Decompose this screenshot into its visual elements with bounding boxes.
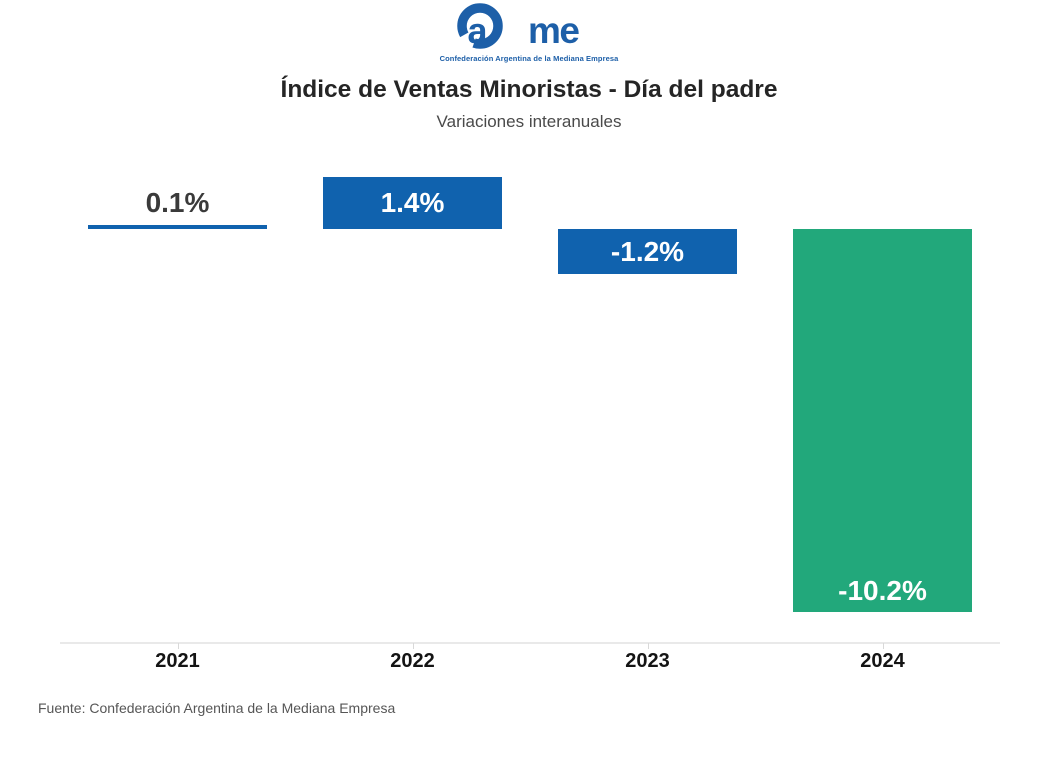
chart-title: Índice de Ventas Minoristas - Día del pa… [280,76,778,103]
chart-subtitle: Variaciones interanuales [436,112,622,131]
bar-2021 [88,225,267,229]
came-logo-c-icon [457,3,503,49]
x-axis-line [60,642,1000,644]
x-axis-tick [177,643,179,649]
came-logo-me: me [528,10,580,51]
bar-value-label: 1.4% [380,186,445,218]
logo-tagline: Confederación Argentina de la Mediana Em… [439,54,619,63]
x-axis-tick [412,643,414,649]
x-axis-tick [647,643,649,649]
plot-area: 0.1% 1.4% -1.2% -10.2% [60,160,1000,650]
x-axis-label-2023: 2023 [625,650,670,672]
bar-2024: -10.2% [793,229,972,612]
x-axis-label-2022: 2022 [390,650,435,672]
x-axis-tick [882,643,884,649]
came-logo-a: a [467,10,487,51]
bar-2022: 1.4% [323,176,502,229]
x-axis-label-2024: 2024 [860,650,905,672]
bar-2023: -1.2% [558,229,737,274]
source-note: Fuente: Confederación Argentina de la Me… [38,700,396,716]
bar-value-label: 0.1% [145,187,210,218]
x-axis-label-2021: 2021 [155,650,200,672]
came-logo: a me [454,2,604,52]
bar-value-label: -1.2% [610,235,685,267]
bar-value-label: -10.2% [838,574,927,606]
